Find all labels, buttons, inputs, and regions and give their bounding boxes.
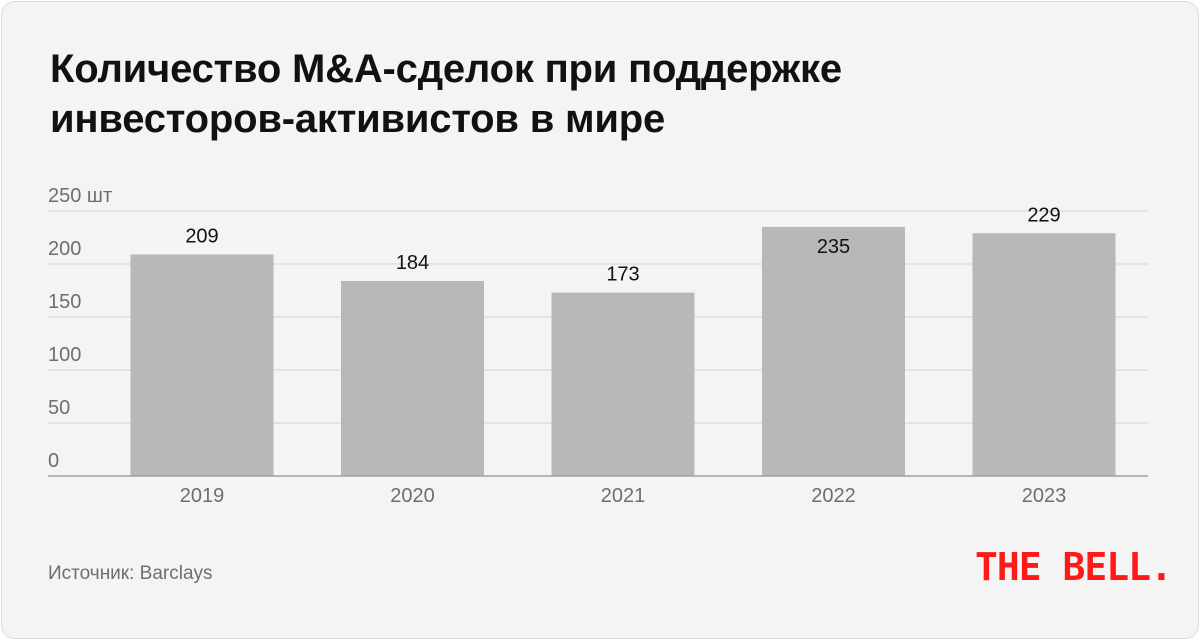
y-tick-label: 50 <box>48 397 70 419</box>
chart-title: Количество M&A-сделок при поддержке инве… <box>50 44 1050 144</box>
y-tick-label: 150 <box>48 291 81 313</box>
source-note: Источник: Barclays <box>48 563 213 584</box>
bar <box>762 226 905 476</box>
bar <box>551 292 695 476</box>
y-tick-label: 200 <box>48 238 81 260</box>
x-tick-label: 2020 <box>390 485 435 507</box>
data-label: 184 <box>396 252 429 274</box>
chart-title-line-2: инвесторов-активистов в мире <box>50 97 666 141</box>
data-label: 173 <box>606 264 639 286</box>
the-bell-logo: THE BELL. <box>975 545 1173 589</box>
data-label: 229 <box>1027 204 1060 226</box>
y-tick-label: 100 <box>48 344 81 366</box>
bar <box>972 233 1116 476</box>
chart-title-line-1: Количество M&A-сделок при поддержке <box>50 47 842 91</box>
x-tick-label: 2021 <box>601 485 646 507</box>
y-tick-label: 250 шт <box>48 185 112 207</box>
data-label: 235 <box>817 236 850 258</box>
y-tick-label: 0 <box>48 450 59 472</box>
bar <box>341 280 484 476</box>
data-label: 209 <box>185 225 218 247</box>
x-tick-label: 2023 <box>1022 485 1067 507</box>
x-tick-label: 2022 <box>811 485 856 507</box>
bar <box>130 254 274 476</box>
x-tick-label: 2019 <box>180 485 225 507</box>
